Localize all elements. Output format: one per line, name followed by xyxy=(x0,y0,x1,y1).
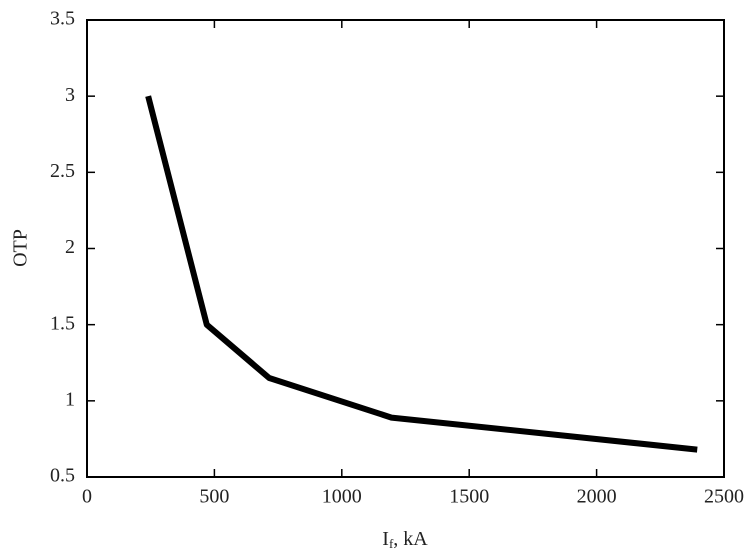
x-axis-label-sub: f xyxy=(389,536,394,551)
y-tick-label: 3.5 xyxy=(50,8,75,30)
data-line xyxy=(145,95,698,453)
x-tick-label: 0 xyxy=(82,486,92,508)
x-tick-label: 1000 xyxy=(322,486,362,508)
y-tick-label: 0.5 xyxy=(50,465,75,487)
plot-frame xyxy=(86,19,725,478)
x-tick-label: 2000 xyxy=(577,486,617,508)
y-tick-label: 1 xyxy=(65,388,75,410)
y-tick-label: 1.5 xyxy=(50,312,75,334)
y-axis-label: OTP xyxy=(10,229,32,267)
y-tick-label: 3 xyxy=(65,84,75,106)
x-tick-label: 2500 xyxy=(704,486,744,508)
x-tick-label: 500 xyxy=(199,486,229,508)
x-axis-label: If, kA xyxy=(382,528,428,551)
x-axis-label-rest: , kA xyxy=(393,528,428,550)
y-tick-label: 2.5 xyxy=(50,160,75,182)
x-axis-label-main: I xyxy=(382,528,389,550)
x-tick-label: 1500 xyxy=(449,486,489,508)
y-tick-label: 2 xyxy=(65,236,75,258)
